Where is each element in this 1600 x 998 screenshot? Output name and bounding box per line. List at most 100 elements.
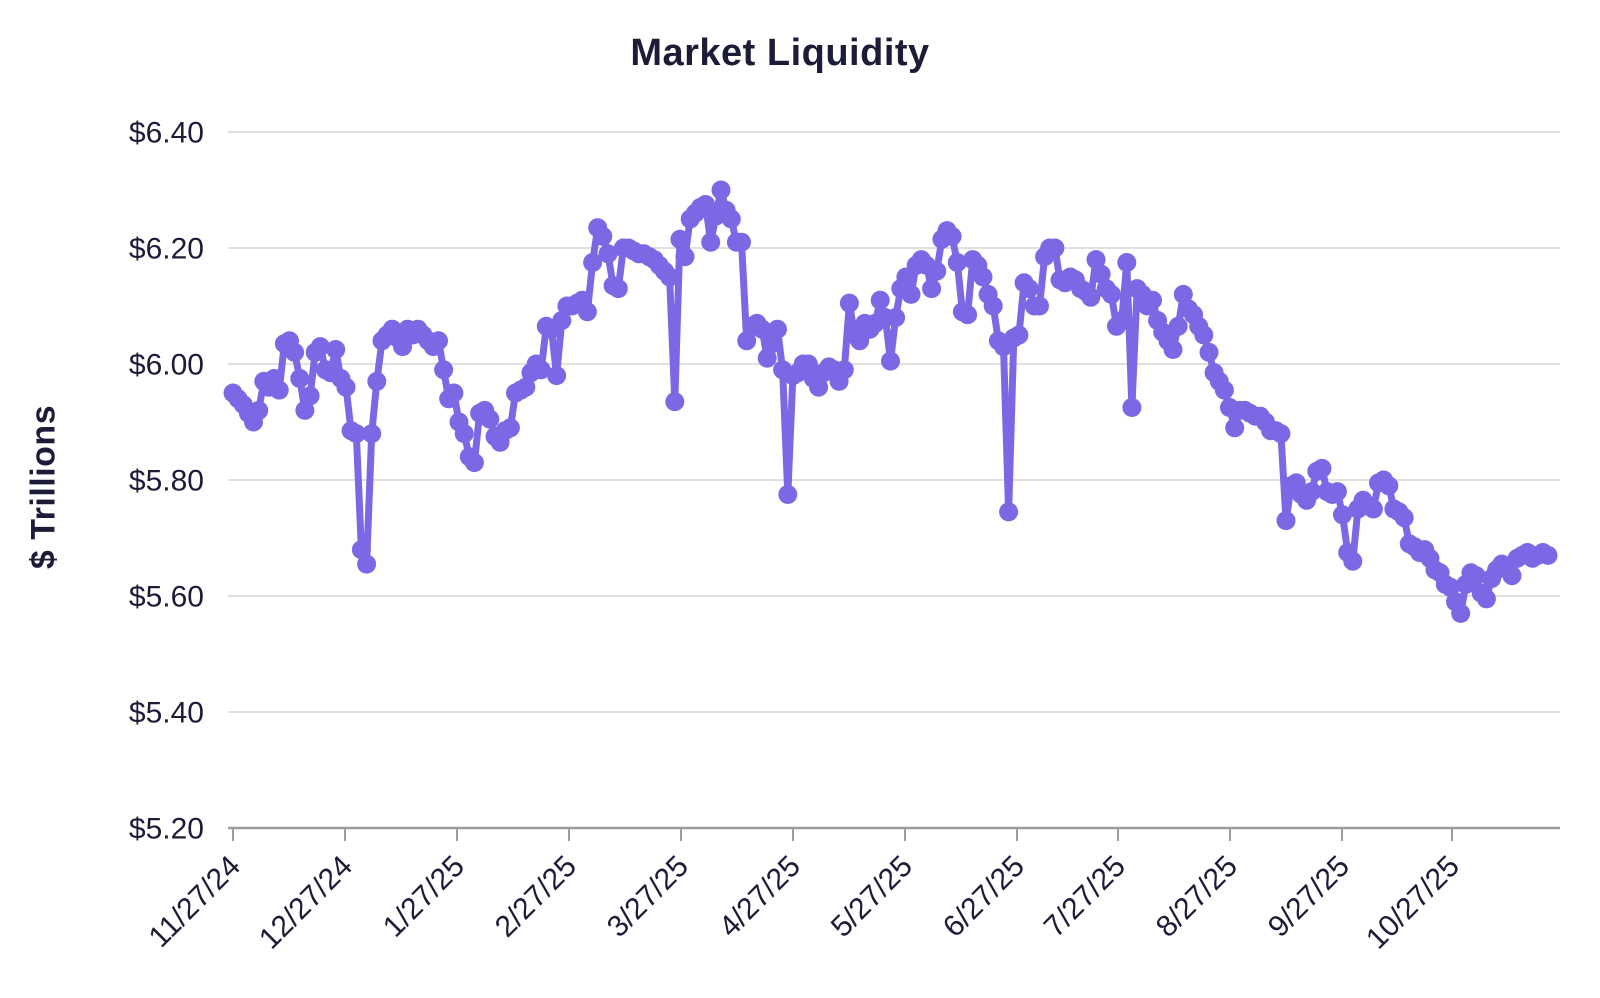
- data-point: [1312, 458, 1332, 478]
- data-point: [336, 377, 356, 397]
- data-point: [927, 261, 947, 281]
- data-point: [999, 502, 1019, 522]
- data-point: [295, 400, 315, 420]
- data-point: [429, 331, 448, 351]
- x-tick-label: 8/27/25: [1150, 850, 1244, 944]
- data-point: [701, 232, 721, 252]
- data-point: [1271, 424, 1291, 444]
- x-tick-label: 6/27/25: [937, 850, 1031, 944]
- data-point: [1173, 284, 1193, 304]
- y-tick-label: $6.40: [129, 117, 204, 150]
- data-point: [1363, 499, 1383, 519]
- data-point: [1327, 482, 1347, 502]
- x-tick-label: 5/27/25: [825, 850, 919, 944]
- data-point: [583, 253, 603, 272]
- data-point: [269, 380, 289, 400]
- data-point: [711, 180, 731, 200]
- data-point: [285, 342, 305, 362]
- data-point: [357, 554, 377, 574]
- x-tick-label: 9/27/25: [1262, 850, 1356, 944]
- data-point: [1194, 325, 1214, 345]
- data-point: [1112, 311, 1132, 330]
- data-point: [1030, 296, 1049, 316]
- y-tick-label: $5.80: [129, 465, 204, 498]
- data-point: [500, 418, 520, 438]
- data-point: [1117, 253, 1137, 272]
- data-point: [947, 253, 967, 272]
- data-point: [1081, 287, 1101, 307]
- y-tick-label: $5.40: [129, 697, 204, 730]
- data-point: [675, 247, 695, 267]
- x-tick-label: 7/27/25: [1038, 850, 1132, 944]
- data-point: [1101, 284, 1121, 304]
- data-point: [1440, 577, 1460, 597]
- data-point: [870, 290, 890, 310]
- data-point: [665, 392, 685, 412]
- data-point: [1302, 482, 1322, 502]
- data-point: [973, 267, 993, 287]
- data-point: [834, 360, 854, 380]
- y-tick-label: $6.00: [129, 349, 204, 382]
- data-point: [721, 209, 741, 229]
- data-point: [1091, 264, 1111, 284]
- data-point: [362, 424, 382, 444]
- data-point: [367, 371, 387, 391]
- data-point: [249, 400, 269, 420]
- data-point: [444, 383, 464, 403]
- gridlines: [228, 131, 1560, 830]
- x-tick-label: 2/27/25: [489, 850, 583, 944]
- y-axis-tick-labels: $6.40 $6.20 $6.00 $5.80 $5.60 $5.40 $5.20: [129, 117, 204, 846]
- data-point: [958, 305, 978, 325]
- y-tick-label: $5.20: [129, 813, 204, 846]
- data-point: [1045, 238, 1065, 258]
- data-point: [454, 424, 474, 444]
- data-point: [1466, 566, 1486, 586]
- data-point: [1476, 589, 1496, 609]
- data-point: [768, 319, 787, 339]
- data-point: [516, 377, 536, 397]
- data-point: [290, 369, 310, 388]
- chart-title: Market Liquidity: [630, 32, 930, 74]
- y-tick-label: $5.60: [129, 581, 204, 614]
- data-point: [547, 366, 567, 386]
- data-point: [762, 334, 782, 354]
- data-point: [464, 453, 484, 473]
- data-point: [1276, 511, 1296, 531]
- y-tick-label: $6.20: [129, 233, 204, 266]
- data-point: [670, 229, 690, 249]
- data-point: [598, 244, 618, 264]
- data-point: [798, 354, 818, 374]
- x-axis-tick-labels: 11/27/24 12/27/24 1/27/25 2/27/25 3/27/25 4/2…: [143, 850, 1466, 956]
- data-point: [1199, 342, 1219, 362]
- data-point: [1343, 551, 1363, 571]
- data-point: [1168, 316, 1188, 336]
- data-point: [1538, 545, 1558, 565]
- data-point: [901, 284, 921, 304]
- data-point: [1333, 505, 1352, 525]
- x-tick-label: 4/27/25: [713, 850, 807, 944]
- x-tick-label: 12/27/24: [253, 850, 359, 956]
- data-point: [732, 232, 751, 252]
- data-point: [346, 424, 366, 444]
- data-point: [593, 226, 613, 246]
- data-point: [480, 409, 500, 429]
- data-point: [1143, 290, 1162, 310]
- data-point: [809, 377, 829, 397]
- data-point: [351, 540, 371, 560]
- data-point: [886, 308, 906, 328]
- data-point: [737, 331, 757, 351]
- data-point: [1451, 603, 1471, 623]
- data-point: [757, 348, 777, 368]
- data-point: [752, 319, 772, 339]
- data-point: [1502, 566, 1522, 586]
- x-axis: [232, 828, 1453, 841]
- data-point: [552, 311, 572, 330]
- data-point: [1009, 325, 1029, 345]
- data-point: [1019, 279, 1039, 299]
- data-point: [1379, 476, 1399, 496]
- x-tick-label: 10/27/25: [1360, 850, 1466, 956]
- data-point: [778, 485, 798, 504]
- data-series: [223, 180, 1558, 623]
